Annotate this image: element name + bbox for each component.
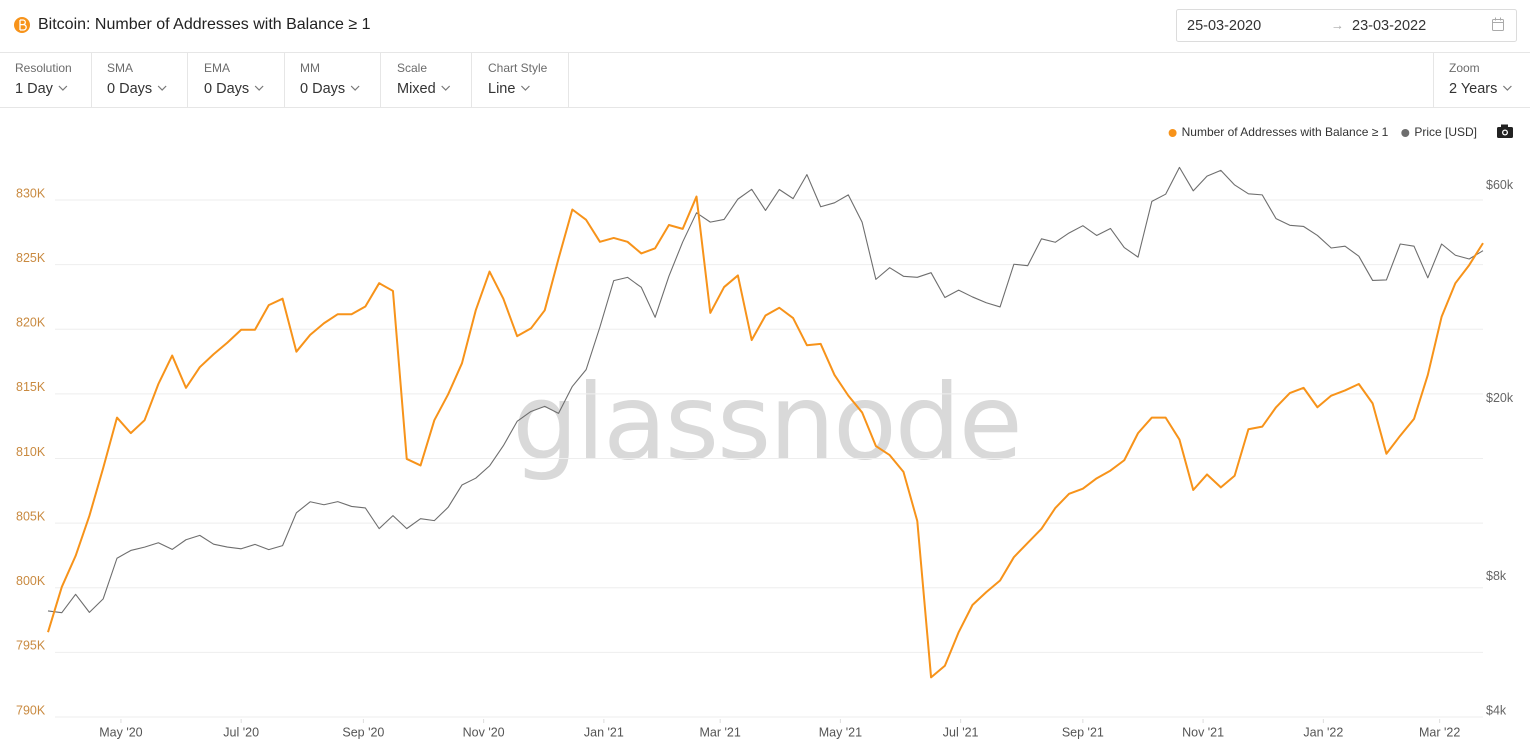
y2-tick-label: $60k (1486, 178, 1514, 192)
toolbar-label: Resolution (15, 61, 72, 75)
chevron (520, 85, 530, 91)
toolbar-label: Zoom (1449, 61, 1480, 75)
toolbar-value[interactable]: 1 Day (15, 81, 54, 97)
x-tick-label: Sep '20 (342, 725, 384, 739)
toolbar-label: SMA (107, 61, 133, 75)
toolbar-label: EMA (204, 61, 230, 75)
chevron (254, 85, 264, 91)
toolbar: Resolution 1 Day SMA 0 Days EMA 0 Days MM 0 Day… (15, 53, 1512, 107)
series-line (47, 166, 1484, 614)
legend-label[interactable]: Price [USD] (1414, 125, 1477, 139)
y-tick-label: 830K (16, 186, 46, 200)
y-tick-label: 810K (16, 445, 46, 459)
chevron (58, 85, 68, 91)
x-tick-label: Sep '21 (1062, 725, 1104, 739)
chevron (157, 85, 167, 91)
series-line (47, 195, 1484, 679)
toolbar-item[interactable]: SMA 0 Days (107, 61, 167, 97)
y-tick-label: 790K (16, 703, 46, 717)
toolbar-value[interactable]: 0 Days (300, 81, 345, 97)
legend: Price [USD] Number of Addresses with Bala… (1168, 125, 1477, 139)
plot: glassnode 790K 795K 800K 805K 810K 815K 820K 825… (16, 125, 1514, 739)
toolbar-value[interactable]: 0 Days (204, 81, 249, 97)
legend-label[interactable]: Number of Addresses with Balance ≥ 1 (1182, 125, 1389, 139)
legend-swatch (1168, 129, 1177, 137)
y-tick-label: 820K (16, 316, 46, 330)
x-tick-label: Jan '21 (584, 725, 624, 739)
toolbar-value[interactable]: 0 Days (107, 81, 152, 97)
toolbar-label: MM (300, 61, 320, 75)
chevron (1502, 85, 1512, 91)
x-tick-label: Jan '22 (1303, 725, 1343, 739)
y-tick-label: 825K (16, 251, 46, 265)
legend-swatch (1401, 129, 1410, 137)
x-tick-label: May '21 (819, 725, 862, 739)
date-to[interactable]: 23-03-2022 (1352, 18, 1426, 34)
x-tick-label: Jul '20 (223, 725, 259, 739)
toolbar-item[interactable]: Scale Mixed (397, 61, 451, 97)
toolbar-value[interactable]: Mixed (397, 81, 436, 97)
x-tick-label: Jul '21 (943, 725, 979, 739)
x-tick-label: Nov '21 (1182, 725, 1224, 739)
toolbar-item[interactable]: MM 0 Days (300, 61, 360, 97)
chevron (441, 85, 451, 91)
toolbar-item[interactable]: Zoom 2 Years (1449, 61, 1512, 97)
x-tick-label: May '20 (99, 725, 142, 739)
date-separator: → (1331, 17, 1344, 32)
toolbar-label: Scale (397, 61, 427, 75)
header: Bitcoin: Number of Addresses with Balanc… (0, 9, 1530, 53)
watermark: glassnode (512, 361, 1021, 483)
toolbar-item[interactable]: Resolution 1 Day (15, 61, 72, 97)
x-tick-label: Mar '21 (700, 725, 741, 739)
y-tick-label: 805K (16, 509, 46, 523)
calendar-icon (1492, 17, 1504, 31)
date-range-picker[interactable] (1176, 9, 1517, 42)
y-tick-label: 795K (16, 639, 46, 653)
x-tick-label: Mar '22 (1419, 725, 1460, 739)
y2-tick-label: $4k (1486, 703, 1507, 717)
screenshot-button[interactable] (1497, 124, 1513, 139)
date-from[interactable]: 25-03-2020 (1187, 18, 1261, 34)
bitcoin-glyph (19, 19, 27, 31)
y-tick-label: 815K (16, 380, 46, 394)
page-title: Bitcoin: Number of Addresses with Balanc… (38, 16, 371, 33)
x-tick-label: Nov '20 (463, 725, 505, 739)
chevron (350, 85, 360, 91)
toolbar-value[interactable]: 2 Years (1449, 81, 1497, 97)
y-tick-label: 800K (16, 574, 46, 588)
y2-tick-label: $20k (1486, 391, 1514, 405)
toolbar-value[interactable]: Line (488, 81, 515, 97)
y2-tick-label: $8k (1486, 569, 1507, 583)
toolbar-item[interactable]: Chart Style Line (488, 61, 548, 97)
toolbar-label: Chart Style (488, 61, 548, 75)
toolbar-item[interactable]: EMA 0 Days (204, 61, 264, 97)
